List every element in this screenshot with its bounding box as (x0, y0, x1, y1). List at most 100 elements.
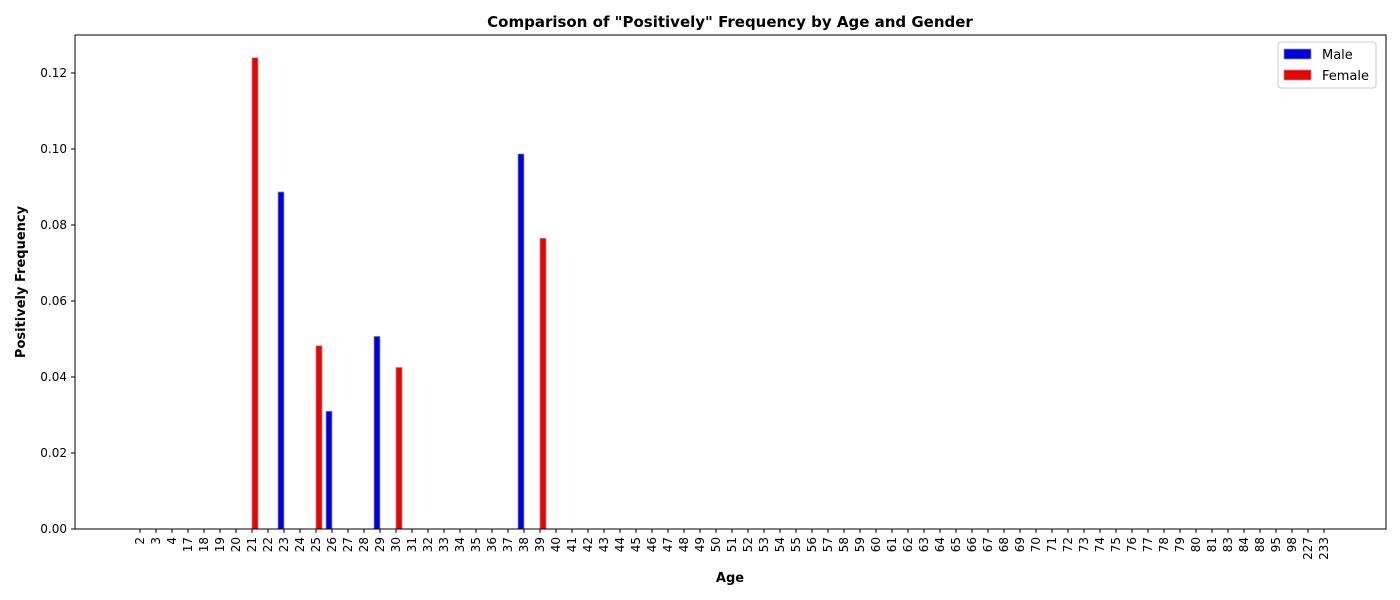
x-tick-label: 70 (1029, 537, 1043, 552)
x-tick-label: 68 (997, 537, 1011, 552)
x-tick-label: 60 (869, 537, 883, 552)
x-tick-label: 42 (581, 537, 595, 552)
y-tick-label: 0.12 (40, 66, 67, 80)
male-legend-swatch (1283, 48, 1312, 60)
x-tick-label: 30 (389, 537, 403, 552)
x-tick-label: 62 (901, 537, 915, 552)
female-bar-39 (539, 237, 547, 530)
y-tick-label: 0.00 (40, 522, 67, 536)
x-tick-label: 59 (853, 537, 867, 552)
x-tick-label: 24 (293, 537, 307, 552)
x-tick-label: 39 (533, 537, 547, 552)
male-bar-38 (517, 153, 525, 530)
y-tick-label: 0.04 (40, 370, 67, 384)
x-tick-label: 53 (757, 537, 771, 552)
x-tick-label: 84 (1237, 537, 1251, 552)
x-tick-label: 63 (917, 537, 931, 552)
x-tick-label: 81 (1205, 537, 1219, 552)
x-tick-label: 80 (1189, 537, 1203, 552)
x-tick-label: 69 (1013, 537, 1027, 552)
x-tick-label: 50 (709, 537, 723, 552)
legend: Male Female (1277, 41, 1377, 89)
x-tick-label: 43 (597, 537, 611, 552)
x-tick-label: 56 (805, 537, 819, 552)
x-tick-label: 44 (613, 537, 627, 552)
x-tick-label: 78 (1157, 537, 1171, 552)
x-tick-label: 34 (453, 537, 467, 552)
y-tick-label: 0.10 (40, 142, 67, 156)
x-tick-label: 88 (1253, 537, 1267, 552)
x-tick-label: 17 (181, 537, 195, 552)
x-tick-label: 57 (821, 537, 835, 552)
x-tick-label: 98 (1285, 537, 1299, 552)
x-tick-label: 67 (981, 537, 995, 552)
x-tick-label: 76 (1125, 537, 1139, 552)
x-tick-label: 27 (341, 537, 355, 552)
x-tick-label: 58 (837, 537, 851, 552)
x-tick-label: 48 (677, 537, 691, 552)
x-tick-label: 29 (373, 537, 387, 552)
y-tick-label: 0.02 (40, 446, 67, 460)
x-tick-label: 41 (565, 537, 579, 552)
male-bar-26 (325, 410, 333, 530)
x-tick-label: 77 (1141, 537, 1155, 552)
x-tick-label: 75 (1109, 537, 1123, 552)
x-tick-label: 20 (229, 537, 243, 552)
x-tick-label: 52 (741, 537, 755, 552)
x-tick-label: 3 (149, 537, 163, 545)
x-tick-label: 73 (1077, 537, 1091, 552)
x-tick-label: 35 (469, 537, 483, 552)
x-tick-label: 37 (501, 537, 515, 552)
x-axis-label: Age (716, 571, 744, 586)
x-tick-label: 40 (549, 537, 563, 552)
female-bar-30 (395, 367, 403, 530)
x-tick-label: 79 (1173, 537, 1187, 552)
female-bar-25 (315, 345, 323, 530)
x-tick-label: 33 (437, 537, 451, 552)
x-tick-label: 45 (629, 537, 643, 552)
x-tick-label: 28 (357, 537, 371, 552)
x-tick-label: 2 (133, 537, 147, 545)
x-tick-label: 19 (213, 537, 227, 552)
y-axis-label: Positively Frequency (14, 205, 29, 358)
x-tick-label: 31 (405, 537, 419, 552)
x-tick-label: 4 (165, 537, 179, 545)
y-tick-label: 0.08 (40, 218, 67, 232)
x-tick-label: 74 (1093, 537, 1107, 552)
x-tick-label: 95 (1269, 537, 1283, 552)
x-tick-label: 21 (245, 537, 259, 552)
x-tick-label: 66 (965, 537, 979, 552)
x-tick-label: 23 (277, 537, 291, 552)
bars-layer (251, 57, 547, 530)
x-tick-label: 26 (325, 537, 339, 552)
x-tick-label: 83 (1221, 537, 1235, 552)
x-tick-label: 32 (421, 537, 435, 552)
x-tick-label: 51 (725, 537, 739, 552)
plot-frame (74, 34, 1387, 530)
x-tick-label: 47 (661, 537, 675, 552)
male-bar-23 (277, 191, 285, 530)
x-tick-label: 54 (773, 537, 787, 552)
male-legend-label: Male (1322, 48, 1353, 63)
x-tick-label: 18 (197, 537, 211, 552)
x-tick-label: 72 (1061, 537, 1075, 552)
x-tick-label: 49 (693, 537, 707, 552)
x-tick-label: 46 (645, 537, 659, 552)
x-tick-label: 25 (309, 537, 323, 552)
x-tick-label: 227 (1301, 537, 1315, 560)
x-tick-label: 22 (261, 537, 275, 552)
female-legend-swatch (1283, 69, 1312, 81)
x-tick-label: 65 (949, 537, 963, 552)
x-tick-label: 233 (1317, 537, 1331, 560)
x-tick-label: 61 (885, 537, 899, 552)
female-legend-label: Female (1322, 69, 1369, 84)
x-tick-label: 71 (1045, 537, 1059, 552)
x-tick-label: 38 (517, 537, 531, 552)
x-tick-label: 55 (789, 537, 803, 552)
female-bar-21 (251, 57, 259, 530)
y-tick-label: 0.06 (40, 294, 67, 308)
chart-title: Comparison of "Positively" Frequency by … (487, 13, 973, 31)
x-tick-label: 64 (933, 537, 947, 552)
